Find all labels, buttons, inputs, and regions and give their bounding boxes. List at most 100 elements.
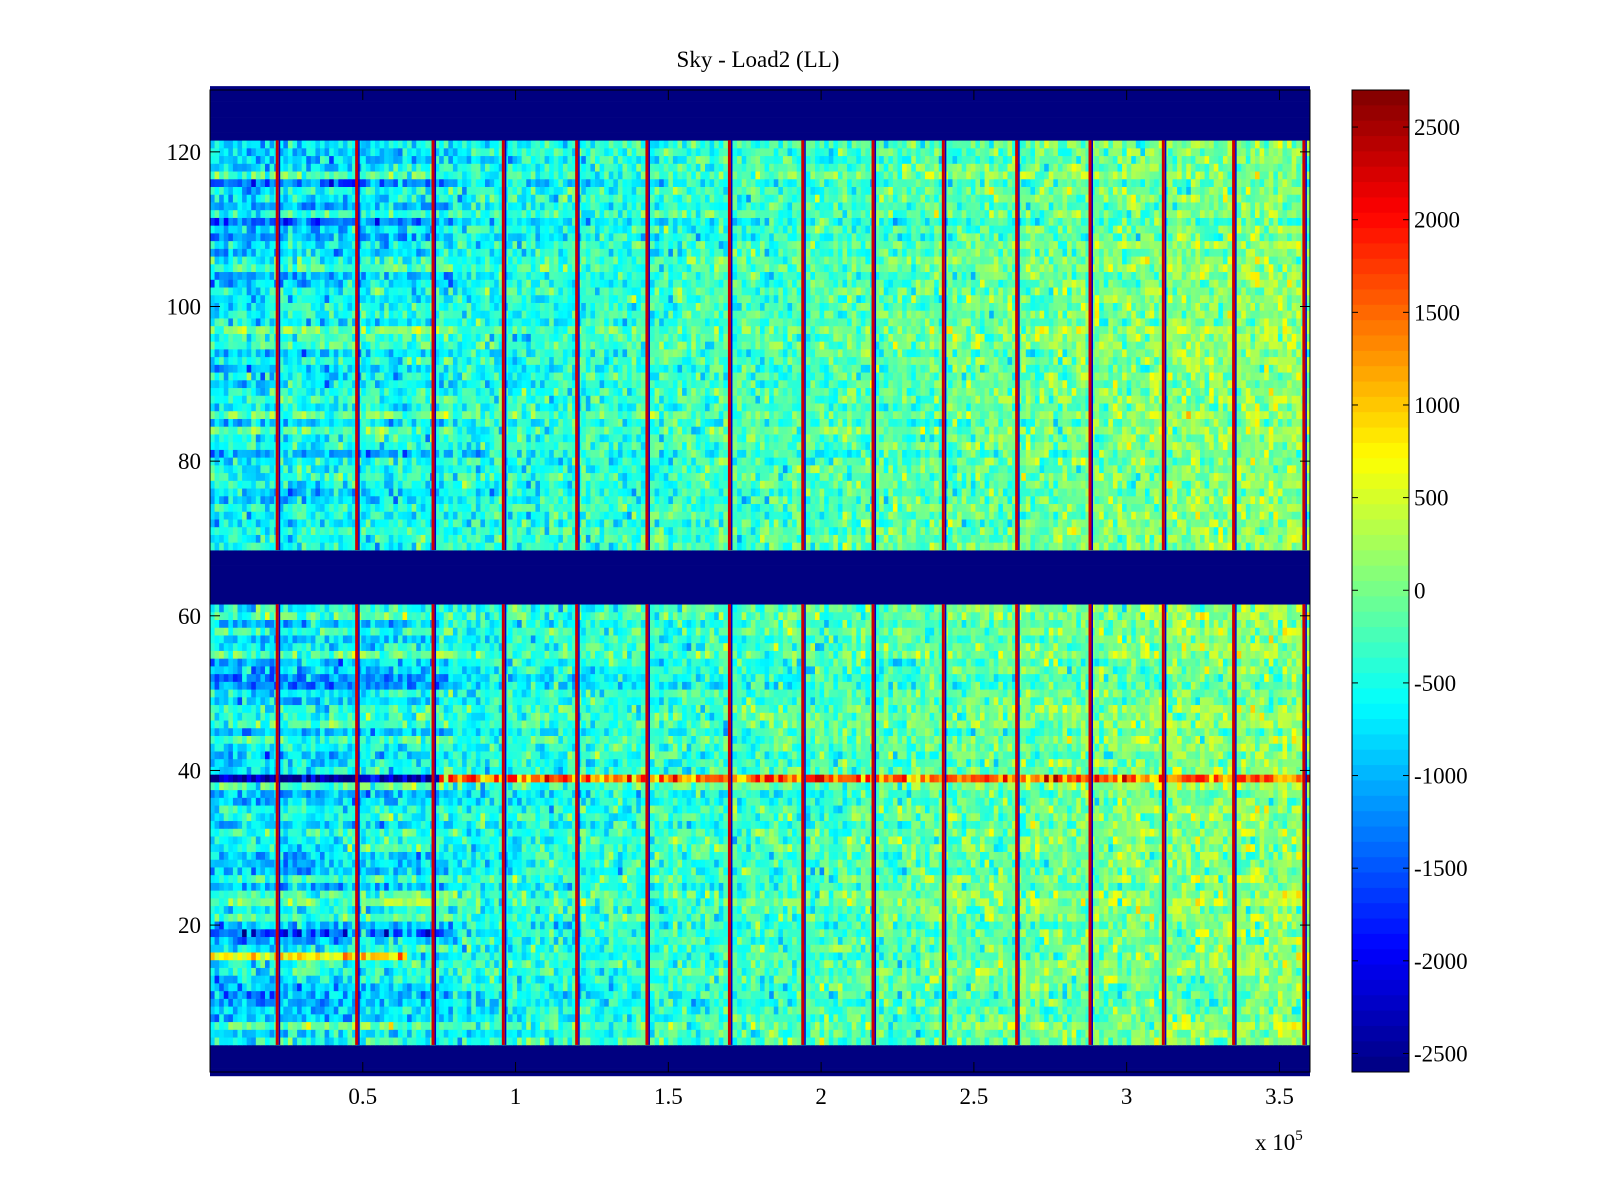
heatmap-cell [691,1022,696,1030]
heatmap-cell [1260,1037,1265,1045]
heatmap-cell [329,1022,334,1030]
heatmap-cell [1008,1014,1013,1022]
heatmap-cell [471,1014,476,1022]
heatmap-cell [898,1037,903,1045]
heatmap-cell [389,991,394,999]
heatmap-cell [948,999,953,1007]
heatmap-cell [971,999,976,1007]
heatmap-cell [247,1022,252,1030]
heatmap-cell [898,1006,903,1014]
heatmap-cell [306,1014,311,1022]
heatmap-cell [641,999,646,1007]
heatmap-cell [1049,1029,1054,1037]
heatmap-cell [581,1006,586,1014]
heatmap-cell [1131,999,1136,1007]
heatmap-cell [966,1022,971,1030]
heatmap-cell [838,1029,843,1037]
heatmap-cell [641,1006,646,1014]
heatmap-cell [879,1022,884,1030]
heatmap-cell [320,1014,325,1022]
heatmap-cell [829,1014,834,1022]
heatmap-cell [1049,1006,1054,1014]
heatmap-cell [824,1037,829,1045]
heatmap-cell [930,1014,935,1022]
heatmap-cell [471,1022,476,1030]
heatmap-cell [568,1022,573,1030]
heatmap-cell [907,1029,912,1037]
heatmap-cell [517,999,522,1007]
heatmap-cell [554,999,559,1007]
heatmap-cell [398,999,403,1007]
heatmap-cell [1191,1006,1196,1014]
heatmap-cell [1246,1029,1251,1037]
heatmap-cell [719,999,724,1007]
heatmap-cell [283,1037,288,1045]
heatmap-cell [769,1029,774,1037]
heatmap-cell [1255,1037,1260,1045]
heatmap-cell [700,1029,705,1037]
heatmap-cell [526,1006,531,1014]
heatmap-cell [1072,1014,1077,1022]
heatmap-cell [522,1006,527,1014]
heatmap-cell [1053,999,1058,1007]
heatmap-cell [270,1022,275,1030]
heatmap-cell [623,1006,628,1014]
heatmap-cell [1072,1037,1077,1045]
heatmap-cell [233,1022,238,1030]
heatmap-cell [1269,999,1274,1007]
heatmap-cell [852,1022,857,1030]
heatmap-cell [260,1014,265,1022]
heatmap-cell [1118,1014,1123,1022]
heatmap-cell [490,1006,495,1014]
heatmap-cell [613,1022,618,1030]
heatmap-cell [416,999,421,1007]
heatmap-cell [659,1014,664,1022]
heatmap-cell [962,1022,967,1030]
heatmap-cell [471,999,476,1007]
heatmap-cell [810,999,815,1007]
heatmap-cell [526,999,531,1007]
heatmap-cell [1168,1022,1173,1030]
heatmap-cell [1035,1006,1040,1014]
heatmap-cell [861,1029,866,1037]
heatmap-cell [1228,1037,1233,1045]
heatmap-cell [297,1029,302,1037]
heatmap-cell [421,1006,426,1014]
heatmap-cell [1182,1006,1187,1014]
heatmap-cell [737,1014,742,1022]
heatmap-cell [1113,999,1118,1007]
heatmap-cell [1118,1037,1123,1045]
heatmap-cell [884,1014,889,1022]
heatmap-cell [655,1029,660,1037]
heatmap-cell [393,1006,398,1014]
heatmap-cell [632,1037,637,1045]
heatmap-cell [1136,1006,1141,1014]
heatmap-cell [829,999,834,1007]
heatmap-cell [302,991,307,999]
heatmap-cell [696,1029,701,1037]
heatmap-cell [1182,999,1187,1007]
heatmap-cell [1008,1037,1013,1045]
heatmap-cell [265,1014,270,1022]
heatmap-cell [1228,1006,1233,1014]
heatmap-cell [1003,1022,1008,1030]
heatmap-cell [1150,1037,1155,1045]
heatmap-cell [338,999,343,1007]
heatmap-cell [613,1006,618,1014]
heatmap-cell [535,1006,540,1014]
heatmap-cell [600,999,605,1007]
heatmap-cell [902,1037,907,1045]
heatmap-cell [1241,1022,1246,1030]
heatmap-cell [998,1006,1003,1014]
heatmap-cell [1104,1037,1109,1045]
heatmap-cell [742,1022,747,1030]
heatmap-cell [485,1014,490,1022]
heatmap-cell [682,1029,687,1037]
heatmap-cell [265,1029,270,1037]
heatmap-cell [1076,1022,1081,1030]
heatmap-cell [1260,1014,1265,1022]
heatmap-cell [678,999,683,1007]
heatmap-cell [1058,1029,1063,1037]
heatmap-cell [1140,1029,1145,1037]
heatmap-cell [898,1014,903,1022]
